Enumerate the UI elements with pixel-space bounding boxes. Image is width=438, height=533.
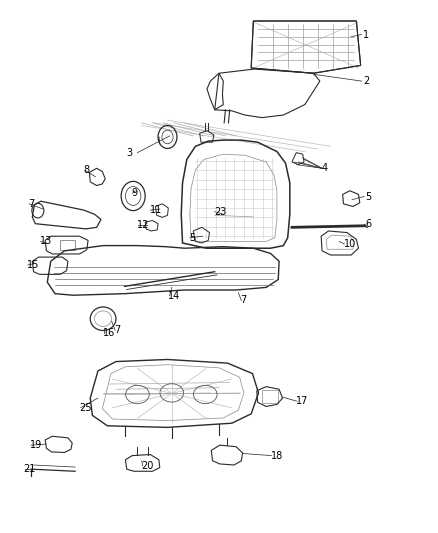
Text: 7: 7 (114, 325, 120, 335)
Text: 16: 16 (103, 328, 115, 338)
Text: 11: 11 (149, 205, 162, 215)
Text: 25: 25 (79, 402, 92, 413)
Text: 9: 9 (131, 188, 137, 198)
Text: 6: 6 (365, 219, 371, 229)
Text: 5: 5 (365, 191, 371, 201)
Text: 8: 8 (84, 165, 90, 175)
Text: 17: 17 (296, 396, 309, 406)
Text: 1: 1 (363, 29, 369, 39)
Bar (60, 240, 75, 250)
Text: 7: 7 (240, 295, 247, 305)
Text: 12: 12 (138, 220, 150, 230)
Text: 5: 5 (189, 233, 195, 243)
Text: 3: 3 (127, 148, 133, 158)
Text: 14: 14 (168, 290, 180, 301)
Text: 13: 13 (39, 237, 52, 246)
Text: 4: 4 (322, 163, 328, 173)
Text: 15: 15 (27, 260, 39, 270)
Text: 2: 2 (363, 76, 369, 86)
Text: 18: 18 (271, 450, 283, 461)
Text: 20: 20 (142, 461, 154, 471)
Bar (262, 390, 278, 403)
Text: 19: 19 (30, 440, 42, 450)
Text: 21: 21 (24, 464, 36, 474)
Text: 10: 10 (343, 239, 356, 249)
Text: 7: 7 (28, 199, 34, 209)
Text: 23: 23 (214, 207, 226, 216)
